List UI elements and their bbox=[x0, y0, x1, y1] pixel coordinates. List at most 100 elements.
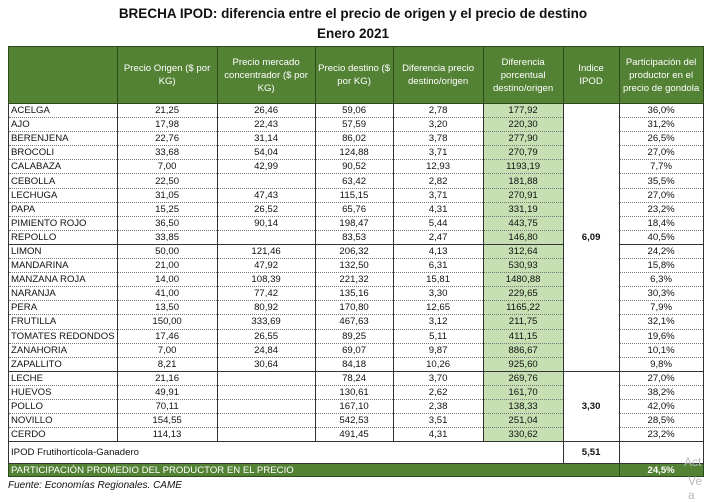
price-difference: 10,26 bbox=[392, 357, 484, 372]
product-name: PERA bbox=[8, 300, 118, 316]
percent-difference: 146,80 bbox=[482, 230, 564, 245]
producer-share: 42,0% bbox=[618, 399, 704, 415]
percent-difference: 443,75 bbox=[482, 216, 564, 231]
product-name: MANDARINA bbox=[8, 258, 118, 274]
product-name: NOVILLO bbox=[8, 413, 118, 429]
table-row: POLLO 70,11 167,10 2,38 138,33 42,0% bbox=[8, 399, 704, 415]
price-difference: 3,78 bbox=[392, 131, 484, 147]
table-row: LECHUGA 31,05 47,43 115,15 3,71 270,91 27,0% bbox=[8, 188, 704, 203]
price-difference: 3,12 bbox=[392, 314, 484, 330]
column-header: Precio destino ($ por KG) bbox=[314, 46, 394, 104]
market-price bbox=[216, 399, 316, 415]
producer-share: 30,3% bbox=[618, 286, 704, 302]
market-price bbox=[216, 413, 316, 429]
product-name: MANZANA ROJA bbox=[8, 272, 118, 288]
percent-difference: 331,19 bbox=[482, 202, 564, 217]
table-row: NARANJA 41,00 77,42 135,16 3,30 229,65 30,3% bbox=[8, 286, 704, 302]
percent-difference: 411,15 bbox=[482, 329, 564, 344]
product-name: CEBOLLA bbox=[8, 173, 118, 189]
percent-difference: 270,91 bbox=[482, 188, 564, 203]
column-header: Diferencia precio destino/origen bbox=[392, 46, 484, 104]
producer-share: 26,5% bbox=[618, 131, 704, 147]
column-header: Precio mercado concentrador ($ por KG) bbox=[216, 46, 316, 104]
ipod-total-value: 5,51 bbox=[562, 441, 620, 465]
product-name: ZAPALLITO bbox=[8, 357, 118, 372]
origin-price: 114,13 bbox=[116, 427, 218, 443]
destination-price: 84,18 bbox=[314, 357, 394, 372]
report-title: BRECHA IPOD: diferencia entre el precio … bbox=[118, 6, 588, 21]
table-row: ZAPALLITO 8,21 30,64 84,18 10,26 925,60 9,8% bbox=[8, 357, 704, 372]
percent-difference: 1165,22 bbox=[482, 300, 564, 316]
producer-share: 6,3% bbox=[618, 272, 704, 288]
report-subtitle: Enero 2021 bbox=[316, 26, 390, 41]
market-price bbox=[216, 385, 316, 400]
destination-price: 124,88 bbox=[314, 145, 394, 161]
origin-price: 31,05 bbox=[116, 188, 218, 203]
percent-difference: 1480,88 bbox=[482, 272, 564, 288]
price-difference: 5,11 bbox=[392, 329, 484, 344]
table-row: PIMIENTO ROJO 36,50 90,14 198,47 5,44 443,75 1… bbox=[8, 216, 704, 231]
price-difference: 4,31 bbox=[392, 427, 484, 443]
origin-price: 13,50 bbox=[116, 300, 218, 316]
market-price: 26,55 bbox=[216, 329, 316, 344]
origin-price: 7,00 bbox=[116, 159, 218, 175]
market-price: 90,14 bbox=[216, 216, 316, 231]
market-price: 77,42 bbox=[216, 286, 316, 302]
product-name: ACELGA bbox=[8, 103, 118, 119]
producer-share: 24,2% bbox=[618, 244, 704, 260]
column-header: Indice IPOD bbox=[562, 46, 620, 104]
table-row: HUEVOS 49,91 130,61 2,62 161,70 38,2% bbox=[8, 385, 704, 400]
table-row: MANZANA ROJA 14,00 108,39 221,32 15,81 1480,8… bbox=[8, 272, 704, 288]
destination-price: 89,25 bbox=[314, 329, 394, 344]
destination-price: 132,50 bbox=[314, 258, 394, 274]
origin-price: 8,21 bbox=[116, 357, 218, 372]
product-name: REPOLLO bbox=[8, 230, 118, 245]
destination-price: 78,24 bbox=[314, 371, 394, 386]
origin-price: 15,25 bbox=[116, 202, 218, 217]
column-header: Precio Origen ($ por KG) bbox=[116, 46, 218, 104]
producer-share: 27,0% bbox=[618, 145, 704, 161]
producer-share: 40,5% bbox=[618, 230, 704, 245]
percent-difference: 220,30 bbox=[482, 117, 564, 133]
origin-price: 22,50 bbox=[116, 173, 218, 189]
table-row: AJO 17,98 22,43 57,59 3,20 220,30 31,2% bbox=[8, 117, 704, 133]
table-row: CEBOLLA 22,50 63,42 2,82 181,88 35,5% bbox=[8, 173, 704, 189]
price-difference: 4,31 bbox=[392, 202, 484, 217]
price-difference: 5,44 bbox=[392, 216, 484, 231]
price-difference: 15,81 bbox=[392, 272, 484, 288]
column-header: Diferencia porcentual destino/origen bbox=[482, 46, 564, 104]
origin-price: 49,91 bbox=[116, 385, 218, 400]
origin-price: 36,50 bbox=[116, 216, 218, 231]
percent-difference: 886,67 bbox=[482, 343, 564, 358]
producer-share: 27,0% bbox=[618, 371, 704, 386]
price-difference: 4,13 bbox=[392, 244, 484, 260]
producer-share: 10,1% bbox=[618, 343, 704, 358]
product-name: PIMIENTO ROJO bbox=[8, 216, 118, 231]
percent-difference: 1193,19 bbox=[482, 159, 564, 175]
table-row: BROCOLI 33,68 54,04 124,88 3,71 270,79 27,0% bbox=[8, 145, 704, 161]
price-difference: 3,51 bbox=[392, 413, 484, 429]
percent-difference: 138,33 bbox=[482, 399, 564, 415]
market-price: 26,52 bbox=[216, 202, 316, 217]
producer-share: 32,1% bbox=[618, 314, 704, 330]
percent-difference: 277,90 bbox=[482, 131, 564, 147]
price-difference: 2,82 bbox=[392, 173, 484, 189]
price-difference: 3,70 bbox=[392, 371, 484, 386]
ipod-total-label: IPOD Frutihortícola-Ganadero bbox=[8, 441, 564, 465]
destination-price: 167,10 bbox=[314, 399, 394, 415]
destination-price: 130,61 bbox=[314, 385, 394, 400]
destination-price: 115,15 bbox=[314, 188, 394, 203]
producer-share: 31,2% bbox=[618, 117, 704, 133]
producer-share: 9,8% bbox=[618, 357, 704, 372]
destination-price: 69,07 bbox=[314, 343, 394, 358]
market-price bbox=[216, 427, 316, 443]
producer-share: 35,5% bbox=[618, 173, 704, 189]
price-difference: 12,65 bbox=[392, 300, 484, 316]
ipod-table: Precio Origen ($ por KG) Precio mercado c… bbox=[8, 46, 704, 478]
origin-price: 150,00 bbox=[116, 314, 218, 330]
percent-difference: 251,04 bbox=[482, 413, 564, 429]
origin-price: 14,00 bbox=[116, 272, 218, 288]
producer-share: 27,0% bbox=[618, 188, 704, 203]
origin-price: 21,16 bbox=[116, 371, 218, 386]
producer-share: 18,4% bbox=[618, 216, 704, 231]
